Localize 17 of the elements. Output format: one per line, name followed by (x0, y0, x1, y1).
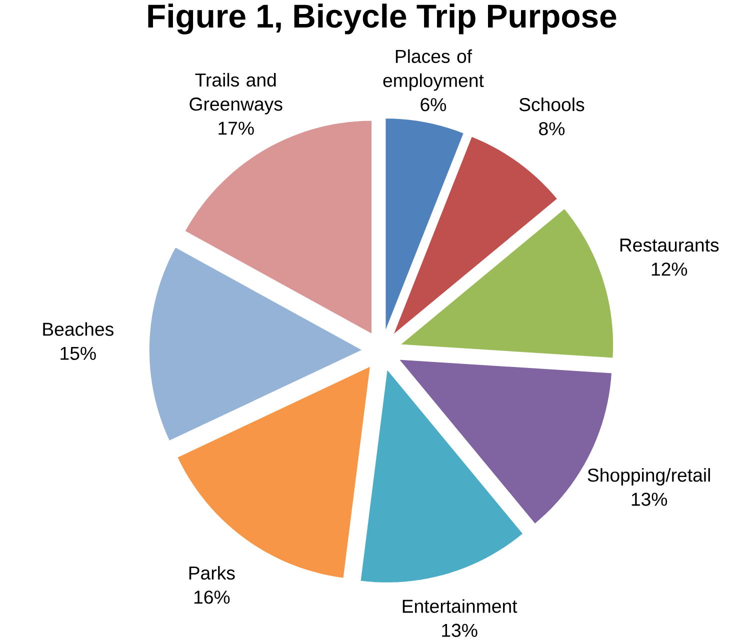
slice-label: Shopping/retail (588, 468, 710, 486)
data-label: 12% (652, 262, 688, 276)
data-label: 15% (60, 347, 96, 360)
slice-label: Beaches (43, 322, 114, 336)
data-label: 16% (194, 590, 230, 604)
slice-label: Restaurants (620, 238, 719, 252)
data-label: 6% (420, 98, 446, 112)
slice-label: Parks (189, 566, 235, 580)
data-label: 13% (632, 492, 668, 506)
slice-label: Entertainment (402, 599, 518, 614)
chart-title: Figure 1, Bicycle Trip Purpose (148, 4, 616, 35)
data-label: 17% (218, 122, 254, 135)
slice-label: Trails and Greenways (190, 73, 282, 115)
slice-label: Places of employment (383, 49, 484, 91)
slice-label: Schools (519, 98, 584, 112)
data-label: 8% (539, 122, 565, 136)
data-label: 13% (442, 624, 478, 638)
